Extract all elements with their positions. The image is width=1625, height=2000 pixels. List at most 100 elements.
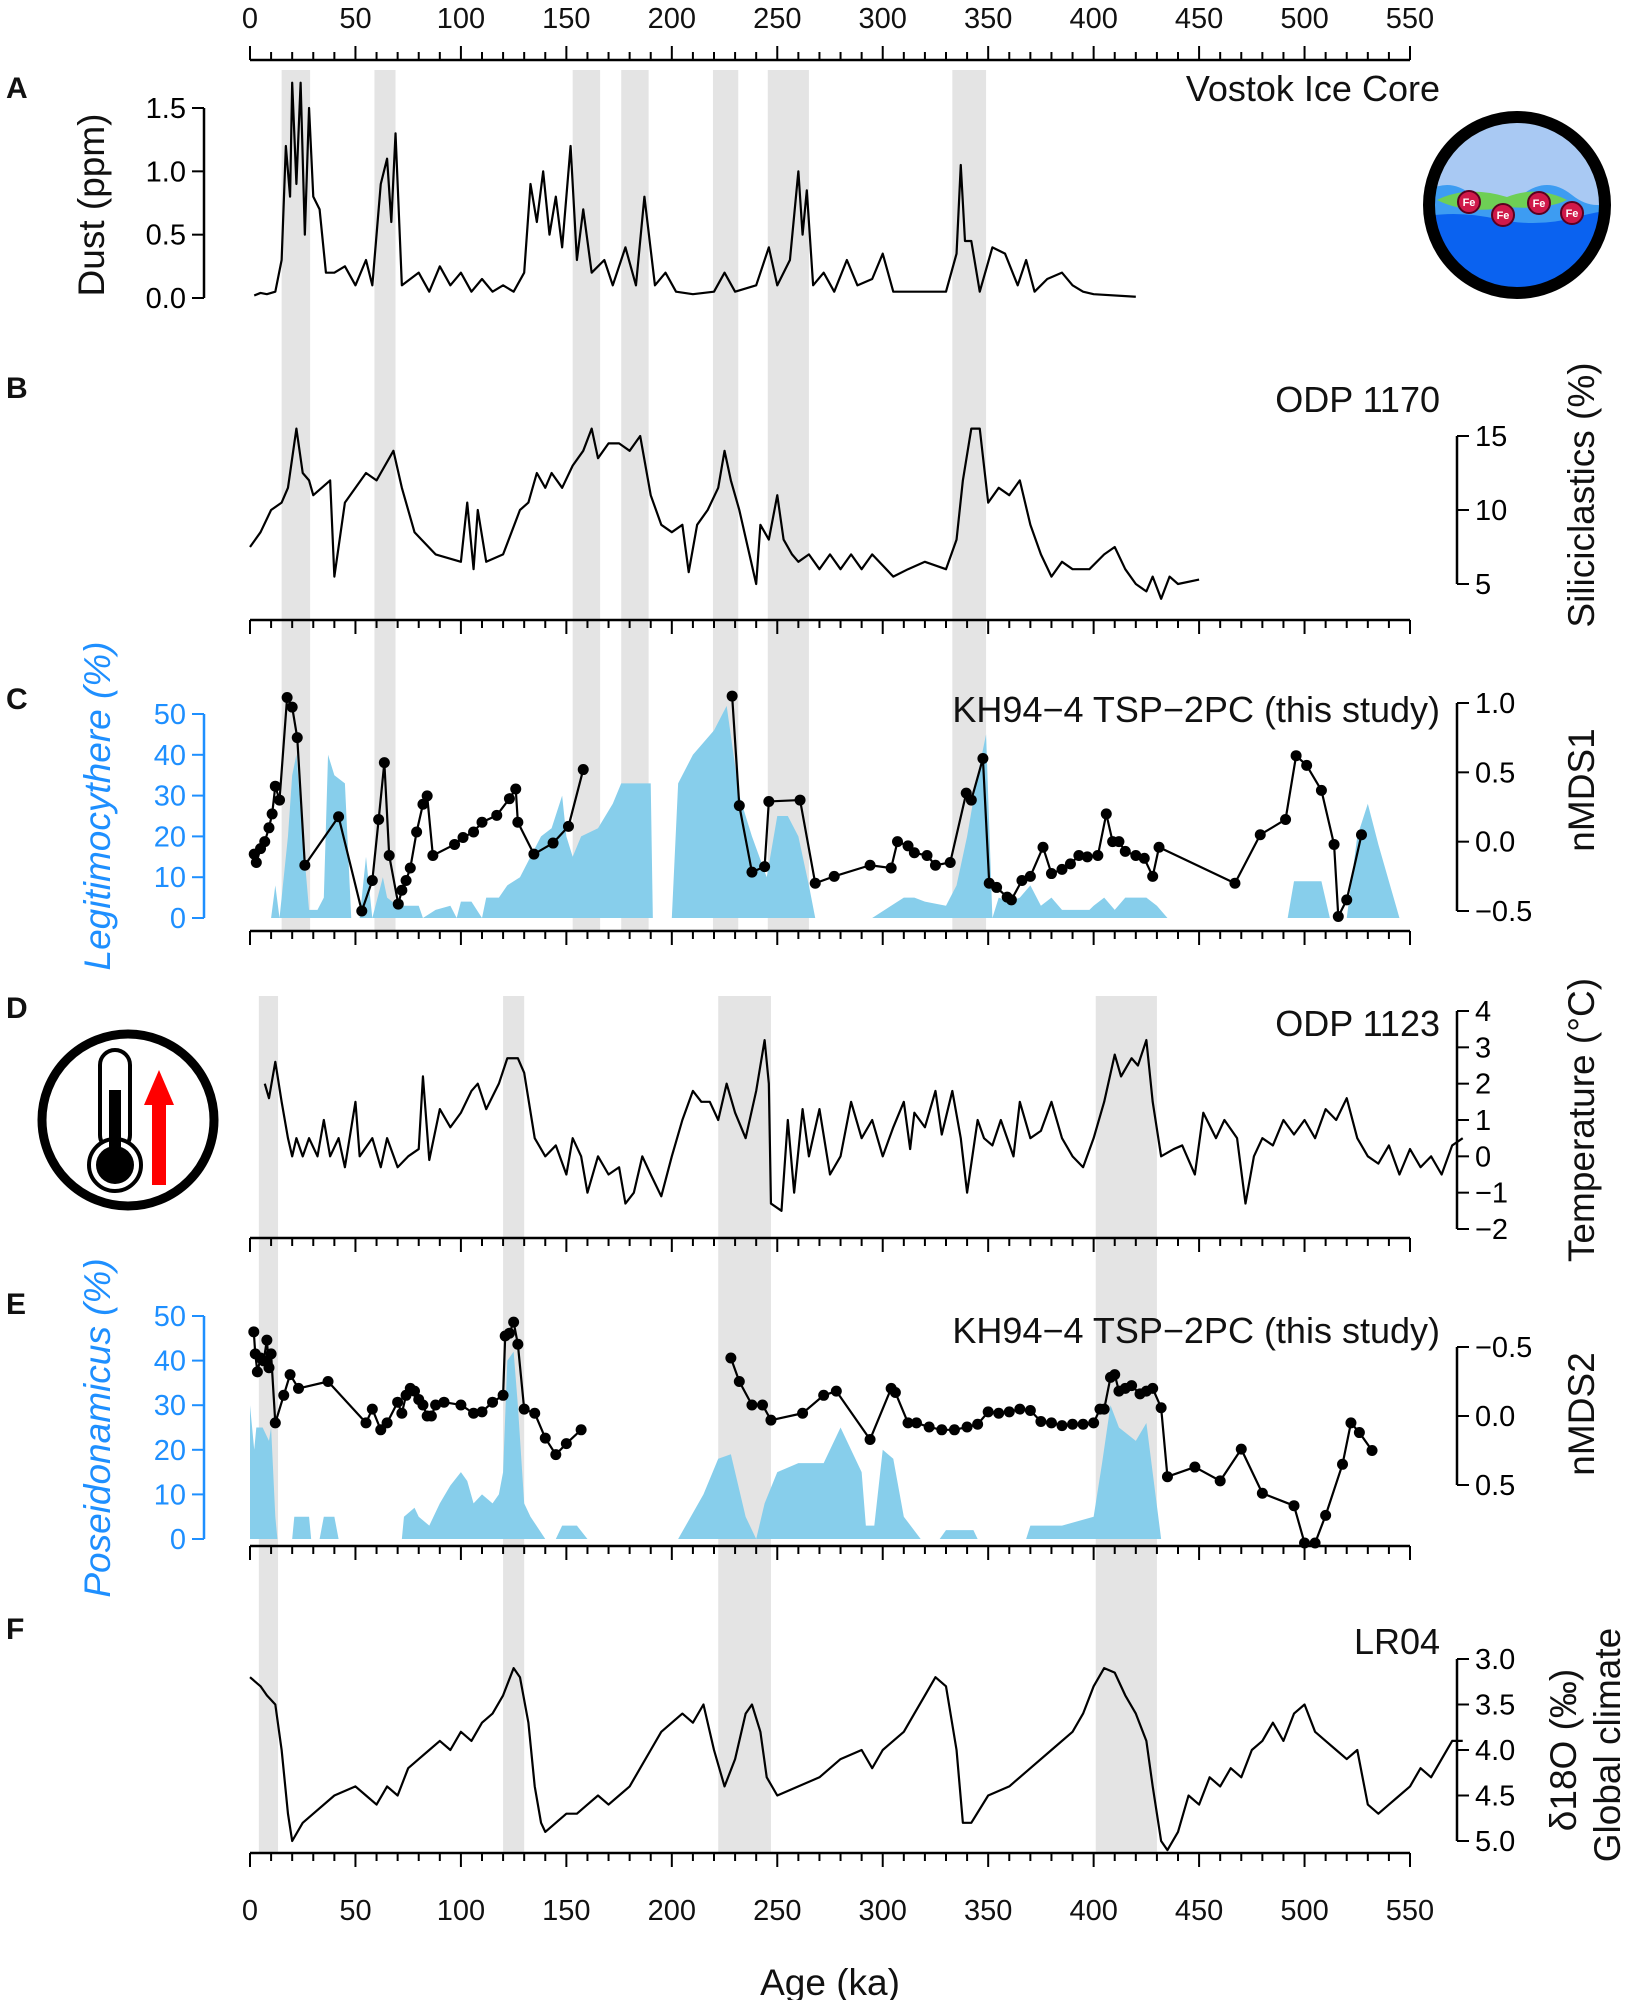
svg-text:Fe: Fe bbox=[1533, 198, 1546, 210]
nmds-point bbox=[528, 848, 540, 860]
nmds-point bbox=[322, 1376, 334, 1387]
nmds-point bbox=[763, 795, 775, 807]
panel-letter-f: F bbox=[6, 1613, 24, 1646]
nmds-point bbox=[1045, 868, 1057, 880]
nmds-point bbox=[250, 856, 262, 868]
nmds-point bbox=[449, 838, 461, 850]
nmds-point bbox=[830, 1385, 842, 1397]
legitimocythere-area bbox=[254, 705, 1400, 918]
x-tick-label: 100 bbox=[437, 3, 485, 35]
y-tick-label: 0.5 bbox=[146, 220, 186, 252]
nmds-point bbox=[1332, 911, 1344, 923]
nmds-point bbox=[1341, 894, 1353, 906]
y-tick-label: 3.5 bbox=[1475, 1690, 1515, 1722]
nmds-point bbox=[409, 1385, 421, 1397]
nmds-point bbox=[864, 859, 876, 871]
nmds-point bbox=[1005, 894, 1017, 906]
y-tick-label: 50 bbox=[154, 1301, 186, 1333]
x-tick-label: 0 bbox=[242, 1895, 258, 1927]
y-tick-label: 0 bbox=[170, 903, 186, 935]
nmds-point bbox=[1235, 1443, 1247, 1455]
nmds-point bbox=[468, 826, 480, 838]
nmds-point bbox=[411, 826, 423, 838]
nmds-point bbox=[455, 1399, 467, 1411]
nmds-point bbox=[577, 764, 589, 776]
nmds-point bbox=[759, 861, 771, 873]
nmds-point bbox=[284, 1369, 296, 1381]
nmds-point bbox=[1366, 1445, 1378, 1456]
nmds-point bbox=[1301, 759, 1313, 771]
glacial-band bbox=[374, 70, 396, 931]
nmds-point bbox=[725, 1352, 737, 1364]
y-tick-label: 0.0 bbox=[1475, 827, 1515, 859]
nmds-point bbox=[1337, 1458, 1349, 1470]
nmds-point bbox=[1147, 1382, 1159, 1394]
nmds-point bbox=[948, 1424, 960, 1436]
nmds-point bbox=[476, 816, 488, 828]
nmds-point bbox=[1016, 874, 1028, 886]
nmds-point bbox=[1130, 850, 1142, 862]
temperature-axis-label: Temperature (°C) bbox=[1561, 978, 1602, 1262]
nmds-point bbox=[936, 1424, 948, 1436]
x-tick-label: 100 bbox=[437, 1895, 485, 1927]
nmds-point bbox=[972, 1418, 984, 1430]
x-tick-label: 550 bbox=[1386, 1895, 1434, 1927]
nmds-point bbox=[1309, 1537, 1321, 1549]
y-tick-label: 0 bbox=[1475, 1141, 1491, 1173]
nmds-point bbox=[1081, 851, 1093, 863]
svg-text:Fe: Fe bbox=[1497, 210, 1510, 222]
x-tick-label: 200 bbox=[648, 3, 696, 35]
y-tick-label: 1.0 bbox=[1475, 688, 1515, 720]
x-tick-label: 400 bbox=[1069, 3, 1117, 35]
nmds-point bbox=[1214, 1475, 1226, 1487]
nmds-point bbox=[923, 1421, 935, 1433]
nmds-point bbox=[539, 1432, 551, 1444]
nmds-point bbox=[396, 1407, 408, 1419]
nmds-point bbox=[421, 790, 433, 802]
nmds-point bbox=[1056, 1420, 1068, 1432]
nmds-point bbox=[248, 1326, 260, 1338]
nmds-point bbox=[487, 1396, 499, 1408]
nmds-point bbox=[430, 1399, 442, 1411]
nmds-point bbox=[1073, 850, 1085, 862]
nmds-point bbox=[797, 1407, 809, 1419]
nmds-point bbox=[765, 1414, 777, 1426]
x-axis-label: Age (ka) bbox=[760, 1962, 900, 2000]
dust-axis-label: Dust (ppm) bbox=[71, 114, 112, 297]
nmds-point bbox=[818, 1389, 830, 1401]
nmds-point bbox=[281, 691, 293, 703]
nmds-point bbox=[508, 1316, 520, 1328]
nmds-point bbox=[1155, 1402, 1167, 1414]
nmds-point bbox=[929, 859, 941, 871]
nmds-point bbox=[1014, 1403, 1026, 1415]
svg-text:Fe: Fe bbox=[1463, 197, 1476, 209]
nmds-point bbox=[547, 837, 559, 849]
nmds-point bbox=[381, 1417, 393, 1429]
nmds-point bbox=[1229, 877, 1241, 889]
y-tick-label: 50 bbox=[154, 699, 186, 731]
x-tick-label: 200 bbox=[648, 1895, 696, 1927]
nmds-point bbox=[427, 850, 439, 862]
nmds-point bbox=[333, 811, 345, 823]
nmds-point bbox=[293, 1382, 305, 1394]
nmds-point bbox=[560, 1438, 572, 1450]
y-tick-label: −0.5 bbox=[1475, 1332, 1532, 1364]
nmds-point bbox=[1256, 1487, 1268, 1499]
nmds-point bbox=[392, 898, 404, 910]
y-tick-label: 10 bbox=[154, 862, 186, 894]
nmds-point bbox=[1109, 1369, 1121, 1381]
nmds-point bbox=[261, 1334, 273, 1346]
nmds-point bbox=[278, 1389, 290, 1401]
legitimocythere-axis-label: Legitimocythere (%) bbox=[77, 641, 118, 970]
x-tick-label: 500 bbox=[1280, 1895, 1328, 1927]
nmds-point bbox=[1355, 829, 1367, 841]
nmds-point bbox=[902, 1417, 914, 1429]
x-tick-label: 0 bbox=[242, 3, 258, 35]
nmds-point bbox=[1003, 1406, 1015, 1418]
nmds-point bbox=[366, 874, 378, 886]
nmds-point bbox=[562, 820, 574, 832]
nmds-point bbox=[1045, 1417, 1057, 1429]
nmds-point bbox=[400, 874, 412, 886]
x-tick-label: 150 bbox=[542, 3, 590, 35]
y-tick-label: 30 bbox=[154, 1390, 186, 1422]
